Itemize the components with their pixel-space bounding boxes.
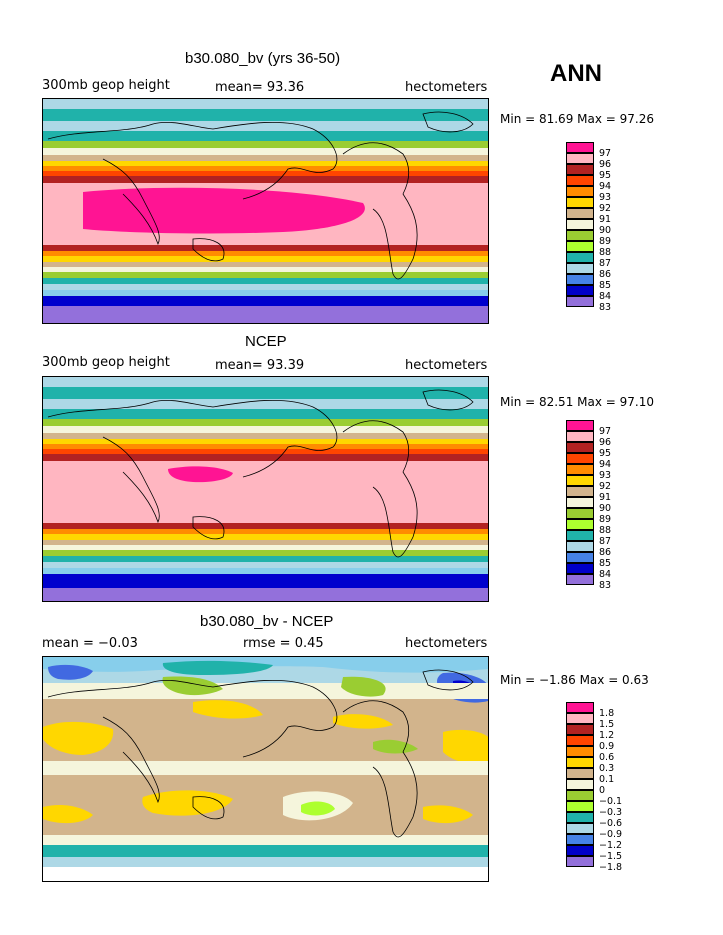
legend-label: 92 bbox=[599, 481, 612, 492]
legend-label: 0.3 bbox=[599, 763, 615, 774]
panel3-units: hectometers bbox=[405, 636, 488, 651]
panel1-map bbox=[42, 98, 489, 324]
legend-label: 83 bbox=[599, 302, 612, 313]
legend-label: 87 bbox=[599, 258, 612, 269]
legend-label: 85 bbox=[599, 558, 612, 569]
legend-label: 83 bbox=[599, 580, 612, 591]
season-label: ANN bbox=[550, 60, 602, 87]
legend-label: −1.8 bbox=[599, 862, 623, 873]
panel3-map-svg bbox=[43, 657, 488, 881]
panel1-units: hectometers bbox=[405, 80, 488, 95]
panel1-field-label: 300mb geop height bbox=[42, 78, 170, 93]
legend-label: 88 bbox=[599, 247, 612, 258]
panel3-title: b30.080_bv - NCEP bbox=[200, 613, 334, 630]
panel2-units: hectometers bbox=[405, 358, 488, 373]
legend-label: 84 bbox=[599, 569, 612, 580]
legend-label: 85 bbox=[599, 280, 612, 291]
legend-label: 86 bbox=[599, 547, 612, 558]
legend-label: 93 bbox=[599, 192, 612, 203]
legend-label: 89 bbox=[599, 236, 612, 247]
panel2-mean: mean= 93.39 bbox=[215, 358, 305, 373]
panel3-legend: 1.8 1.5 1.2 0.9 0.6 0.3 0.1 0 −0.1 −0.3 … bbox=[566, 702, 646, 877]
panel2-map-svg bbox=[43, 377, 488, 601]
legend-label: 87 bbox=[599, 536, 612, 547]
legend-label: 95 bbox=[599, 448, 612, 459]
legend-label: −1.2 bbox=[599, 840, 623, 851]
panel3-rmse: rmse = 0.45 bbox=[243, 636, 324, 651]
legend-label: 89 bbox=[599, 514, 612, 525]
legend-label: 91 bbox=[599, 492, 612, 503]
legend-label: −1.5 bbox=[599, 851, 623, 862]
legend-label: 97 bbox=[599, 426, 612, 437]
panel3-minmax: Min = −1.86 Max = 0.63 bbox=[500, 673, 649, 687]
panel1-map-svg bbox=[43, 99, 488, 323]
legend-label: −0.3 bbox=[599, 807, 623, 818]
legend-label: 91 bbox=[599, 214, 612, 225]
legend-label: −0.1 bbox=[599, 796, 623, 807]
legend-label: 96 bbox=[599, 159, 612, 170]
legend-label: 84 bbox=[599, 291, 612, 302]
panel2-field-label: 300mb geop height bbox=[42, 355, 170, 370]
legend-label: −0.6 bbox=[599, 818, 623, 829]
legend-label: 96 bbox=[599, 437, 612, 448]
legend-label: −0.9 bbox=[599, 829, 623, 840]
legend-label: 0 bbox=[599, 785, 606, 796]
panel3-mean: mean = −0.03 bbox=[42, 636, 138, 651]
legend-label: 1.2 bbox=[599, 730, 615, 741]
legend-label: 97 bbox=[599, 148, 612, 159]
panel1-mean: mean= 93.36 bbox=[215, 80, 305, 95]
legend-label: 0.6 bbox=[599, 752, 615, 763]
legend-label: 93 bbox=[599, 470, 612, 481]
legend-label: 92 bbox=[599, 203, 612, 214]
legend-label: 90 bbox=[599, 225, 612, 236]
legend-label: 94 bbox=[599, 181, 612, 192]
panel1-legend: 97 96 95 94 93 92 91 90 89 88 87 86 85 8… bbox=[566, 142, 646, 317]
legend-label: 0.9 bbox=[599, 741, 615, 752]
panel2-minmax: Min = 82.51 Max = 97.10 bbox=[500, 395, 654, 409]
panel2-map bbox=[42, 376, 489, 602]
legend-label: 90 bbox=[599, 503, 612, 514]
legend-label: 86 bbox=[599, 269, 612, 280]
legend-label: 94 bbox=[599, 459, 612, 470]
panel3-map bbox=[42, 656, 489, 882]
legend-label: 1.5 bbox=[599, 719, 615, 730]
legend-label: 1.8 bbox=[599, 708, 615, 719]
legend-label: 88 bbox=[599, 525, 612, 536]
panel1-title: b30.080_bv (yrs 36-50) bbox=[185, 50, 341, 67]
panel2-legend: 97 96 95 94 93 92 91 90 89 88 87 86 85 8… bbox=[566, 420, 646, 595]
panel2-title: NCEP bbox=[245, 333, 287, 350]
legend-label: 0.1 bbox=[599, 774, 615, 785]
panel1-minmax: Min = 81.69 Max = 97.26 bbox=[500, 112, 654, 126]
legend-label: 95 bbox=[599, 170, 612, 181]
